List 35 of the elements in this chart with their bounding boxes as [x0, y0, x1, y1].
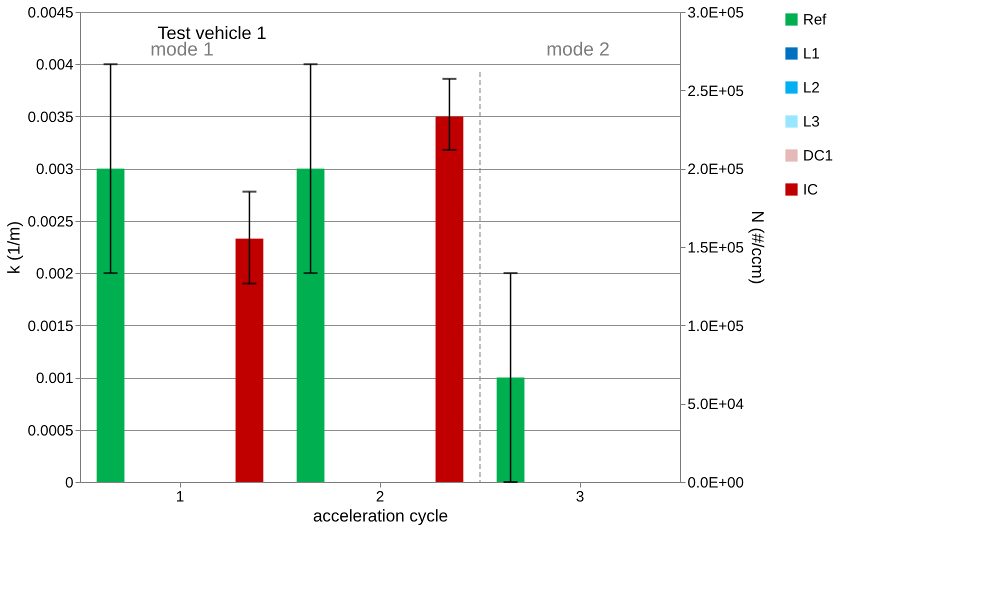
bar [296, 168, 324, 482]
x-tick-label: 2 [376, 488, 384, 506]
y2-tick-label: 1.5E+05 [688, 240, 744, 256]
legend-label: L1 [803, 46, 820, 62]
y2-tick-label: 5.0E+04 [688, 396, 744, 414]
bar [436, 116, 464, 482]
y2-tick-label: 1.0E+05 [688, 318, 744, 335]
legend-label: L2 [803, 80, 820, 96]
y-tick-label: 0.003 [36, 161, 74, 178]
y-tick-label: 0.0045 [28, 4, 74, 22]
y-axis-title: k (1/m) [4, 221, 24, 274]
bar [96, 168, 124, 482]
y2-tick-label: 2.0E+05 [688, 161, 744, 178]
y-tick-label: 0.002 [36, 266, 74, 283]
y2-axis-title: N (#/ccm) [748, 210, 767, 284]
y2-tick-label: 0.0E+00 [688, 474, 744, 492]
y2-tick-label: 2.5E+05 [688, 82, 744, 100]
legend-label: DC1 [803, 148, 834, 164]
y-tick-label: 0 [65, 474, 74, 492]
x-axis-title: acceleration cycle [312, 506, 448, 526]
legend-label: Ref [803, 12, 828, 28]
y-tick-label: 0.001 [36, 370, 74, 388]
annotation: mode 2 [546, 40, 610, 61]
y-tick-label: 0.004 [36, 56, 74, 74]
y-tick-label: 0.0035 [28, 108, 74, 126]
y-tick-label: 0.0015 [28, 318, 74, 335]
legend-label: L3 [803, 114, 820, 130]
y-tick-label: 0.0025 [28, 213, 74, 230]
legend-label: IC [803, 182, 818, 198]
y2-tick-label: 3.0E+05 [688, 4, 744, 22]
y-tick-label: 0.0005 [28, 422, 74, 440]
bar [236, 238, 264, 482]
x-tick-label: 3 [576, 488, 584, 506]
bar [496, 378, 524, 482]
x-tick-label: 1 [176, 488, 184, 506]
